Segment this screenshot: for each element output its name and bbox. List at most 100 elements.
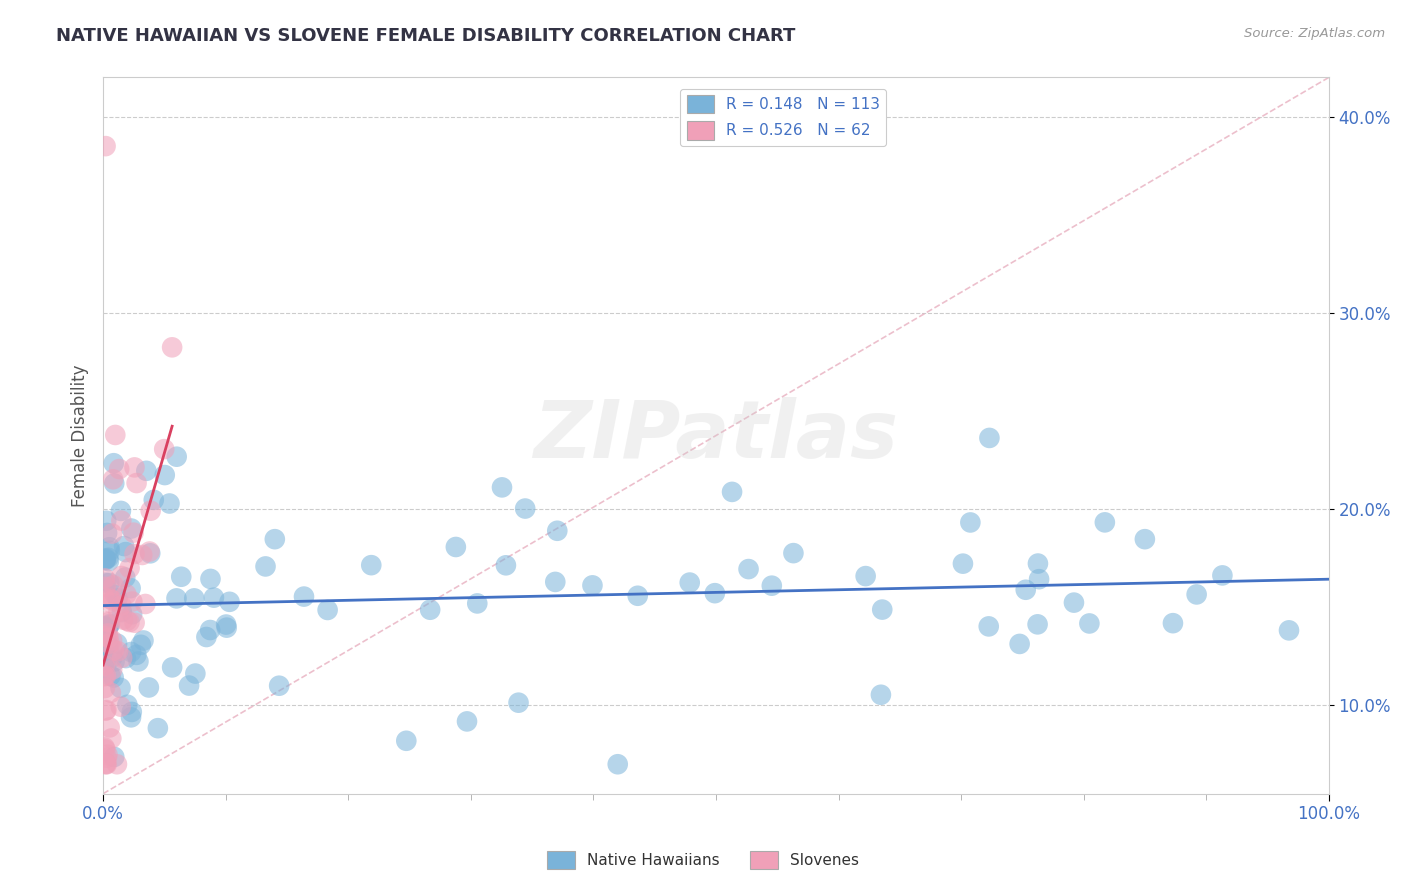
Point bbox=[107, 644, 129, 658]
Point bbox=[96, 703, 118, 717]
Point bbox=[979, 431, 1001, 445]
Y-axis label: Female Disability: Female Disability bbox=[72, 364, 89, 507]
Point bbox=[215, 617, 238, 632]
Point bbox=[121, 607, 143, 622]
Point bbox=[94, 742, 117, 756]
Point bbox=[456, 714, 478, 729]
Point bbox=[110, 569, 132, 583]
Point bbox=[104, 428, 127, 442]
Point bbox=[94, 633, 117, 648]
Point bbox=[118, 615, 141, 629]
Point bbox=[122, 525, 145, 540]
Point bbox=[94, 551, 117, 566]
Point bbox=[138, 681, 160, 695]
Point bbox=[101, 526, 124, 541]
Point bbox=[606, 757, 628, 772]
Point bbox=[94, 704, 117, 718]
Point bbox=[120, 645, 142, 659]
Point bbox=[103, 643, 125, 657]
Point bbox=[581, 578, 603, 592]
Legend: R = 0.148   N = 113, R = 0.526   N = 62: R = 0.148 N = 113, R = 0.526 N = 62 bbox=[681, 88, 886, 145]
Point bbox=[107, 605, 129, 619]
Point bbox=[103, 671, 125, 685]
Point bbox=[855, 569, 877, 583]
Point bbox=[166, 450, 188, 464]
Point bbox=[1278, 624, 1301, 638]
Point bbox=[1133, 532, 1156, 546]
Point bbox=[98, 575, 121, 590]
Point bbox=[94, 756, 117, 771]
Point bbox=[96, 747, 118, 762]
Point bbox=[627, 589, 650, 603]
Point bbox=[1078, 616, 1101, 631]
Point bbox=[198, 623, 221, 637]
Text: ZIPatlas: ZIPatlas bbox=[533, 397, 898, 475]
Point bbox=[254, 559, 277, 574]
Text: NATIVE HAWAIIAN VS SLOVENE FEMALE DISABILITY CORRELATION CHART: NATIVE HAWAIIAN VS SLOVENE FEMALE DISABI… bbox=[56, 27, 796, 45]
Point bbox=[97, 621, 120, 635]
Point bbox=[115, 651, 138, 665]
Point bbox=[111, 605, 134, 619]
Point bbox=[870, 602, 893, 616]
Point bbox=[124, 615, 146, 630]
Point bbox=[1026, 557, 1049, 571]
Point bbox=[465, 596, 488, 610]
Point bbox=[419, 603, 441, 617]
Point bbox=[101, 663, 124, 677]
Point bbox=[1161, 616, 1184, 631]
Point bbox=[146, 721, 169, 735]
Point bbox=[129, 638, 152, 652]
Point bbox=[134, 597, 156, 611]
Point bbox=[96, 757, 118, 772]
Point bbox=[127, 655, 149, 669]
Point bbox=[444, 540, 467, 554]
Point bbox=[100, 669, 122, 683]
Point bbox=[177, 679, 200, 693]
Point bbox=[1211, 568, 1233, 582]
Point bbox=[120, 581, 142, 595]
Point bbox=[110, 699, 132, 714]
Point bbox=[94, 575, 117, 590]
Point bbox=[114, 570, 136, 584]
Point bbox=[96, 514, 118, 528]
Point bbox=[100, 596, 122, 610]
Point bbox=[1008, 637, 1031, 651]
Point bbox=[94, 681, 117, 695]
Point bbox=[93, 669, 115, 683]
Point bbox=[98, 637, 121, 651]
Point bbox=[101, 593, 124, 607]
Point bbox=[138, 544, 160, 558]
Point bbox=[183, 591, 205, 606]
Point bbox=[218, 595, 240, 609]
Point bbox=[1185, 587, 1208, 601]
Point bbox=[142, 492, 165, 507]
Point bbox=[491, 480, 513, 494]
Point bbox=[515, 501, 537, 516]
Point bbox=[679, 575, 702, 590]
Point bbox=[782, 546, 804, 560]
Point bbox=[98, 543, 121, 558]
Point bbox=[98, 540, 121, 554]
Point bbox=[125, 648, 148, 662]
Point bbox=[269, 679, 291, 693]
Point bbox=[703, 586, 725, 600]
Point bbox=[153, 442, 176, 457]
Point bbox=[98, 591, 121, 606]
Point bbox=[546, 524, 568, 538]
Point bbox=[100, 686, 122, 700]
Point bbox=[124, 547, 146, 561]
Point bbox=[115, 587, 138, 601]
Point bbox=[870, 688, 893, 702]
Point bbox=[94, 580, 117, 594]
Point bbox=[97, 626, 120, 640]
Point bbox=[120, 522, 142, 536]
Point bbox=[215, 621, 238, 635]
Point bbox=[139, 504, 162, 518]
Point bbox=[121, 705, 143, 719]
Point bbox=[135, 464, 157, 478]
Point bbox=[124, 460, 146, 475]
Point bbox=[108, 462, 131, 476]
Point bbox=[103, 456, 125, 470]
Point bbox=[1063, 596, 1085, 610]
Point bbox=[103, 654, 125, 668]
